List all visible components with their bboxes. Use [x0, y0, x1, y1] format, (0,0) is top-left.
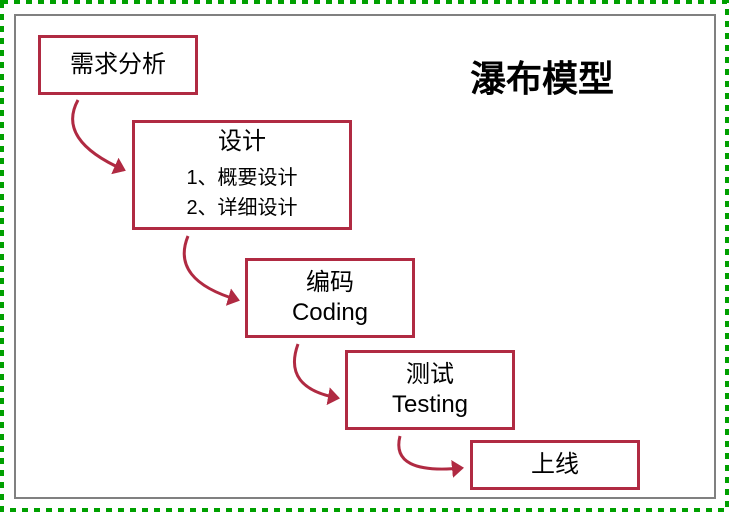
node-design-sub: 1、概要设计 2、详细设计 [186, 163, 297, 223]
node-test: 测试 Testing [345, 350, 515, 430]
node-design-title: 设计 [218, 127, 266, 157]
node-code: 编码 Coding [245, 258, 415, 338]
diagram-title: 瀑布模型 [470, 50, 614, 102]
node-req-title: 需求分析 [70, 50, 166, 80]
node-test-title: 测试 Testing [392, 360, 468, 420]
node-design: 设计 1、概要设计 2、详细设计 [132, 120, 352, 230]
node-deploy-title: 上线 [531, 450, 579, 480]
diagram-canvas: 瀑布模型 需求分析设计 1、概要设计 2、详细设计编码 Coding 测试 Test… [0, 0, 729, 512]
node-code-title: 编码 Coding [292, 268, 368, 328]
node-req: 需求分析 [38, 35, 198, 95]
node-deploy: 上线 [470, 440, 640, 490]
